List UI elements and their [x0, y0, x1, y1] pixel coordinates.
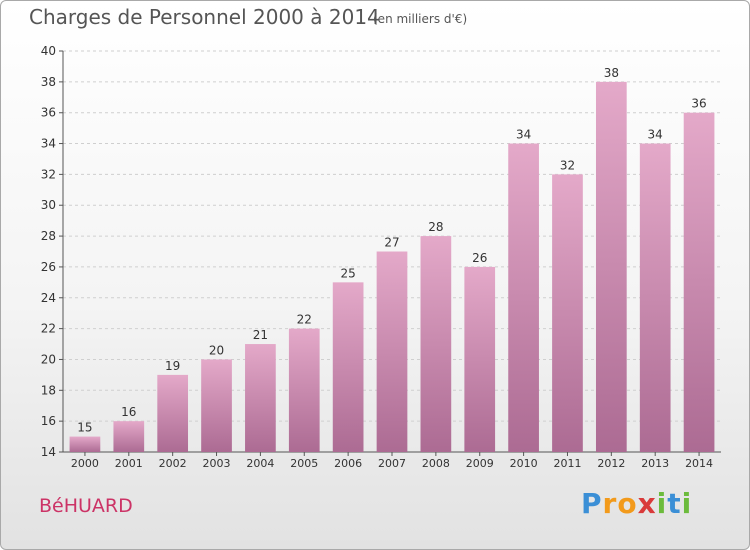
logo-letter: i: [656, 487, 668, 520]
x-tick-label: 2003: [203, 457, 231, 470]
x-tick-label: 2013: [641, 457, 669, 470]
x-tick-label: 2006: [334, 457, 362, 470]
x-tick-label: 2002: [159, 457, 187, 470]
chart-title: Charges de Personnel 2000 à 2014: [29, 5, 380, 29]
bar-value-label: 19: [165, 359, 180, 373]
x-tick-label: 2000: [71, 457, 99, 470]
labels: 14 16 18 20 22 24 26 28 30 32 34 36 38 40 15 2000 16 2001…: [41, 44, 713, 470]
logo-letter: i: [681, 487, 693, 520]
bar: [420, 236, 452, 452]
x-tick-label: 2005: [290, 457, 318, 470]
bar-value-label: 16: [121, 405, 136, 419]
bar: [245, 344, 276, 452]
bar: [552, 174, 583, 452]
x-tick-label: 2007: [378, 457, 406, 470]
x-tick-label: 2009: [466, 457, 494, 470]
bar-value-label: 32: [560, 158, 575, 172]
bar: [376, 251, 408, 452]
x-tick-label: 2011: [553, 457, 581, 470]
commune-name: BéHUARD: [39, 495, 133, 517]
bar-value-label: 36: [691, 97, 706, 111]
bar: [464, 266, 496, 452]
bar-value-label: 21: [253, 328, 268, 342]
y-tick-label: 22: [41, 322, 56, 336]
logo-letter: r: [602, 487, 618, 520]
x-tick-label: 2014: [685, 457, 713, 470]
y-tick-label: 38: [41, 75, 56, 89]
y-tick-label: 28: [41, 229, 56, 243]
bar-value-label: 34: [648, 128, 663, 142]
chart-subtitle: (en milliers d'€): [373, 12, 468, 26]
bar: [683, 112, 715, 452]
x-tick-label: 2004: [246, 457, 274, 470]
logo-letter: t: [667, 487, 682, 520]
y-tick-label: 30: [41, 198, 56, 212]
y-tick-label: 24: [41, 291, 56, 305]
bar: [332, 282, 364, 452]
bar-value-label: 15: [77, 421, 92, 435]
y-tick-label: 14: [41, 445, 56, 459]
bar: [508, 143, 539, 453]
bar-value-label: 28: [428, 220, 443, 234]
proxiti-logo: Proxiti: [581, 487, 692, 520]
bar-value-label: 20: [209, 343, 224, 357]
bar-value-label: 26: [472, 251, 487, 265]
y-tick-label: 34: [41, 137, 56, 151]
y-tick-label: 26: [41, 260, 56, 274]
x-tick-label: 2010: [510, 457, 538, 470]
bar-value-label: 25: [340, 266, 355, 280]
logo-letter: o: [617, 487, 638, 520]
bar: [288, 328, 320, 452]
y-tick-label: 36: [41, 106, 56, 120]
y-tick-label: 16: [41, 414, 56, 428]
y-tick-label: 18: [41, 383, 56, 397]
bar: [201, 359, 232, 452]
bar: [639, 143, 671, 453]
x-tick-label: 2001: [115, 457, 143, 470]
bar: [113, 421, 145, 452]
bar-value-label: 34: [516, 128, 531, 142]
logo-letter: P: [581, 487, 603, 520]
bar-value-label: 38: [604, 66, 619, 80]
bar: [595, 81, 627, 452]
bar-value-label: 27: [384, 236, 399, 250]
logo-letter: x: [637, 487, 657, 520]
y-tick-label: 40: [41, 44, 56, 58]
bars: [69, 81, 715, 453]
x-tick-label: 2008: [422, 457, 450, 470]
y-tick-label: 20: [41, 352, 56, 366]
bar-value-label: 22: [297, 313, 312, 327]
y-tick-label: 32: [41, 167, 56, 181]
x-tick-label: 2012: [597, 457, 625, 470]
bar: [157, 374, 189, 452]
bar: [69, 436, 101, 452]
